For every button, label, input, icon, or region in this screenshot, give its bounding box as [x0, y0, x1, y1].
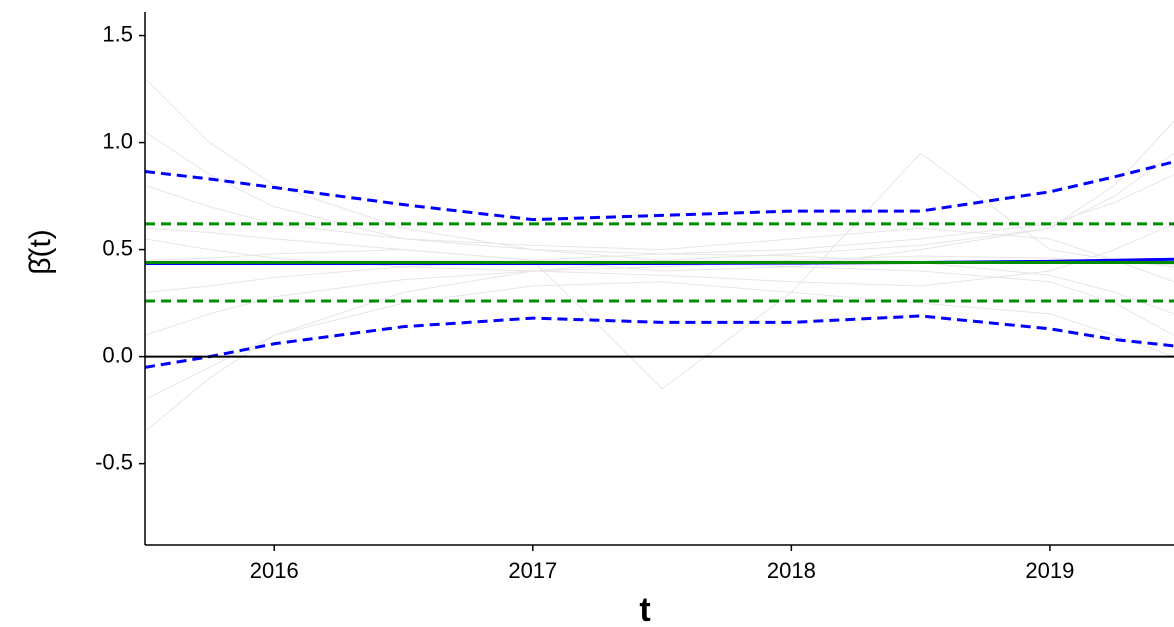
curve-line — [144, 184, 1174, 283]
y-tick-label: 1.0 — [102, 128, 133, 153]
curve-line — [144, 238, 1174, 272]
x-tick-label: 2016 — [250, 558, 299, 583]
y-tick-label: 1.5 — [102, 21, 133, 46]
x-tick-label: 2018 — [767, 558, 816, 583]
y-tick-label: -0.5 — [95, 449, 133, 474]
curve-line — [144, 78, 1174, 336]
x-axis-label: t — [639, 591, 650, 627]
curve-line — [144, 131, 1174, 255]
band-line — [144, 314, 1174, 369]
x-tick-label: 2019 — [1025, 558, 1074, 583]
curve-line — [144, 253, 1174, 315]
curve-line — [144, 152, 1174, 272]
y-axis-label: β̂(t) — [24, 229, 57, 275]
y-tick-label: 0.5 — [102, 235, 133, 260]
band-line — [144, 160, 1174, 222]
curve-line — [144, 120, 1174, 432]
curve-line — [144, 281, 1174, 400]
x-tick-label: 2017 — [508, 558, 557, 583]
y-tick-label: 0.0 — [102, 342, 133, 367]
